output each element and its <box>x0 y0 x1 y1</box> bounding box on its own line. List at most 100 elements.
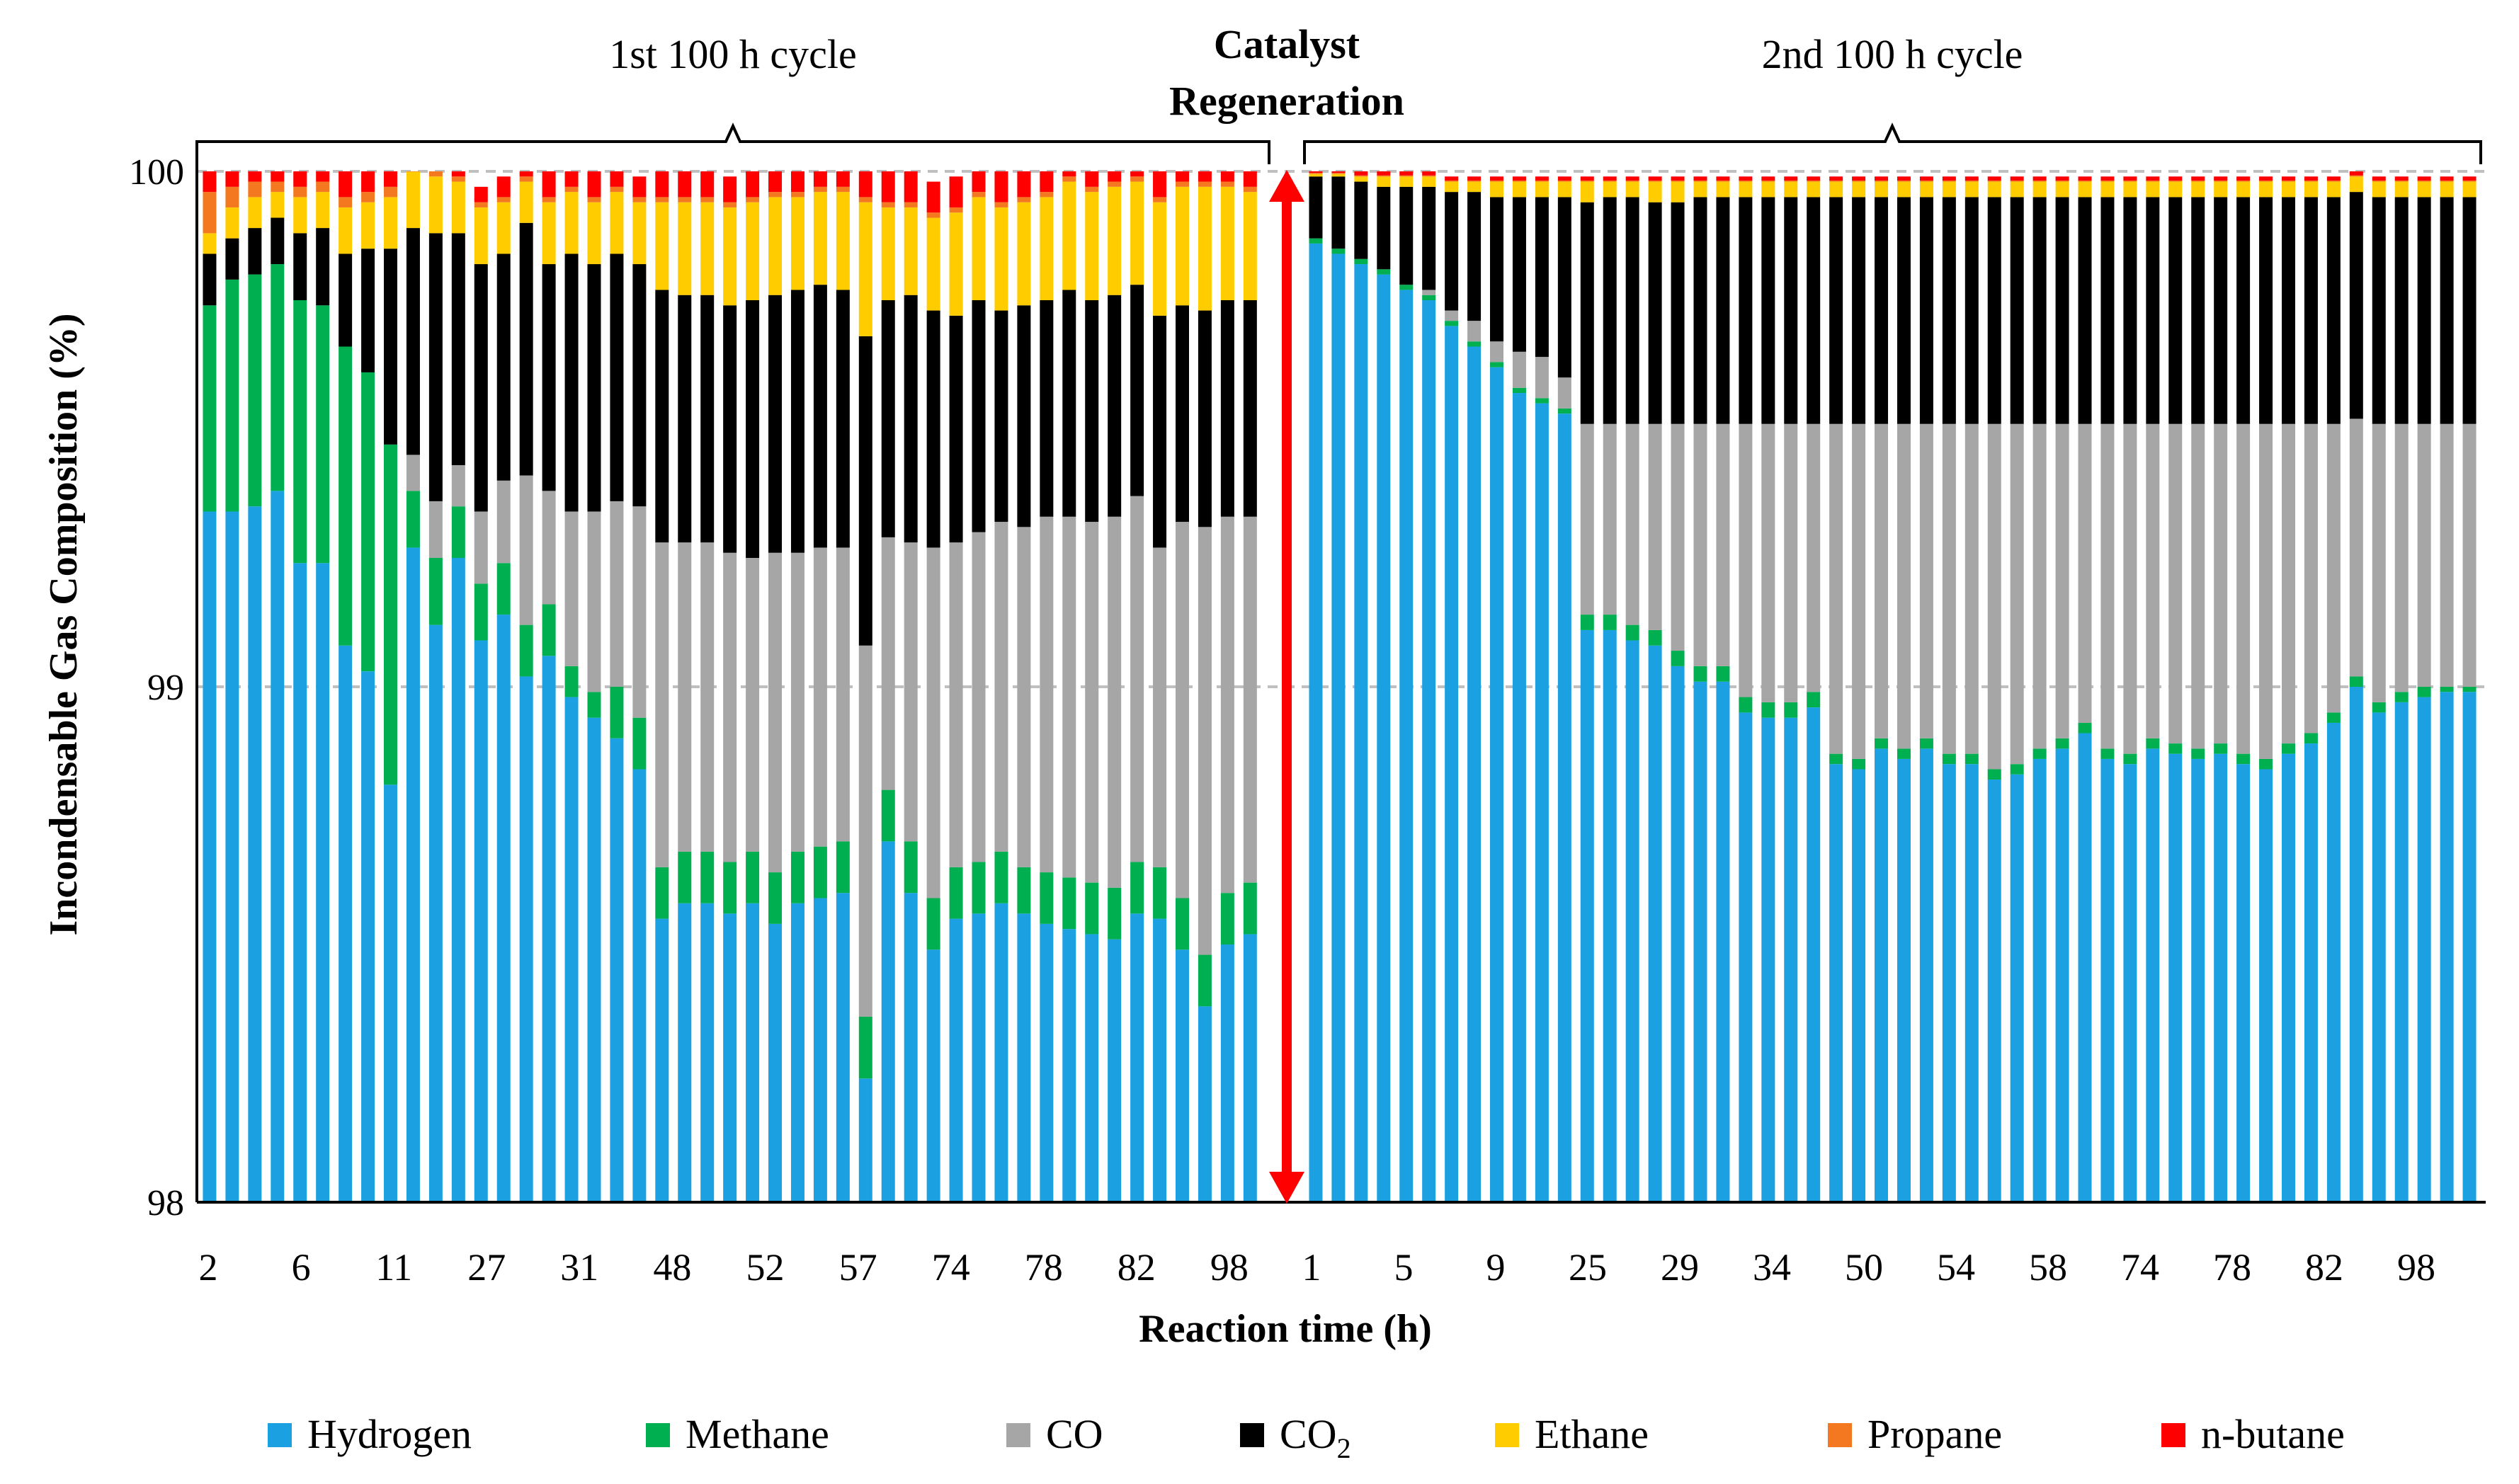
cycle2-bar-42 <box>2236 176 2251 1202</box>
cycle2-co-segment <box>2078 423 2092 723</box>
cycle2-bar-7 <box>1445 176 1459 1202</box>
cycle1-methane-segment <box>836 841 850 894</box>
x-tick-label: 1 <box>1302 1246 1321 1289</box>
cycle1-methane-segment <box>428 558 443 625</box>
cycle1-propane-segment <box>1198 181 1212 187</box>
y-tick-label: 100 <box>129 152 184 193</box>
cycle1-hydrogen-segment <box>428 624 443 1202</box>
x-tick-label: 52 <box>746 1246 785 1289</box>
cycle2-co2-segment <box>2349 192 2363 419</box>
cycle2-nbutane-segment <box>1671 176 1685 181</box>
cycle2-co-segment <box>2146 423 2160 738</box>
cycle1-methane-segment <box>1130 862 1144 914</box>
x-tick-label: 48 <box>653 1246 691 1289</box>
cycle1-co-segment <box>949 542 963 867</box>
cycle1-propane-segment <box>655 197 669 202</box>
cycle1-propane-segment <box>949 207 963 213</box>
cycle1-propane-segment <box>428 171 443 177</box>
cycle1-nbutane-segment <box>203 171 217 193</box>
cycle2-nbutane-segment <box>1490 176 1504 181</box>
cycle2-co2-segment <box>1399 186 1414 285</box>
cycle1-nbutane-segment <box>225 171 239 187</box>
cycle1-methane-segment <box>790 851 804 903</box>
cycle1-co-segment <box>723 552 737 862</box>
cycle2-ethane-segment <box>1490 181 1504 198</box>
cycle2-co2-segment <box>2417 197 2431 424</box>
cycle2-nbutane-segment <box>2326 176 2341 181</box>
cycle1-co2-segment <box>994 310 1008 523</box>
cycle1-hydrogen-segment <box>904 893 918 1202</box>
cycle1-methane-segment <box>474 583 488 641</box>
cycle2-hydrogen-segment <box>2123 764 2137 1202</box>
cycle2-co2-segment <box>2259 197 2273 424</box>
cycle2-bar-14 <box>1603 176 1617 1202</box>
cycle2-hydrogen-segment <box>1445 326 1459 1202</box>
cycle1-bar-16 <box>542 171 556 1202</box>
x-tick-label: 82 <box>1118 1246 1156 1289</box>
cycle1-bar-1 <box>203 171 217 1202</box>
cycle2-ethane-segment <box>2146 181 2160 198</box>
cycle1-co2-segment <box>1108 295 1122 517</box>
cycle2-methane-segment <box>2326 712 2341 723</box>
cycle2-methane-segment <box>1354 258 1368 265</box>
cycle1-hydrogen-segment <box>1108 939 1122 1202</box>
cycle2-nbutane-segment <box>2440 176 2454 181</box>
cycle1-co2-segment <box>1130 285 1144 496</box>
cycle1-co-segment <box>1220 516 1234 894</box>
cycle1-nbutane-segment <box>1040 171 1054 193</box>
cycle2-co2-segment <box>2394 197 2409 424</box>
cycle1-bar-23 <box>700 171 715 1202</box>
cycle1-bar-42 <box>1130 171 1144 1202</box>
cycle1-bar-9 <box>384 171 398 1202</box>
cycle2-co-segment <box>1897 423 1911 749</box>
cycle1-ethane-segment <box>813 192 827 285</box>
cycle2-co-segment <box>1490 341 1504 363</box>
cycle2-nbutane-segment <box>1535 176 1549 181</box>
cycle1-methane-segment <box>1040 872 1054 924</box>
cycle1-propane-segment <box>746 197 760 202</box>
cycle2-hydrogen-segment <box>2281 753 2295 1202</box>
cycle2-methane-segment <box>1964 753 1979 765</box>
cycle2-nbutane-segment <box>2259 176 2273 181</box>
cycle1-co2-segment <box>428 233 443 501</box>
y-tick-label: 99 <box>147 668 184 708</box>
cycle2-nbutane-segment <box>2146 176 2160 181</box>
cycle2-nbutane-segment <box>1761 176 1775 181</box>
cycle2-hydrogen-segment <box>2191 758 2205 1202</box>
cycle2-bar-51 <box>2440 176 2454 1202</box>
cycle1-methane-segment <box>813 846 827 898</box>
legend-swatch <box>1006 1423 1030 1447</box>
cycle1-nbutane-segment <box>384 171 398 187</box>
cycle1-bar-44 <box>1175 171 1189 1202</box>
cycle1-ethane-segment <box>451 181 465 234</box>
cycle1-propane-segment <box>406 171 420 172</box>
cycle2-nbutane-segment <box>1987 176 2001 181</box>
x-tick-label: 9 <box>1486 1246 1506 1289</box>
cycle2-ethane-segment <box>1625 181 1639 198</box>
cycle1-ethane-segment <box>926 217 940 311</box>
cycle2-nbutane-segment <box>2349 171 2363 176</box>
cycle2-ethane-segment <box>1716 181 1730 198</box>
cycle2-bar-38 <box>2146 176 2160 1202</box>
cycle1-ethane-segment <box>271 192 285 218</box>
cycle1-propane-segment <box>203 192 217 234</box>
cycle2-nbutane-segment <box>1875 176 1889 181</box>
cycle1-propane-segment <box>678 197 692 202</box>
cycle2-bar-3 <box>1354 171 1368 1202</box>
cycle1-bar-8 <box>361 171 375 1202</box>
cycle1-ethane-segment <box>768 197 783 295</box>
cycle2-hydrogen-segment <box>2146 748 2160 1202</box>
cycle1-co-segment <box>1017 527 1031 867</box>
x-tick-label: 5 <box>1394 1246 1414 1289</box>
cycle1-propane-segment <box>474 202 488 207</box>
cycle2-co2-segment <box>1422 186 1436 290</box>
cycle1-methane-segment <box>293 300 307 564</box>
cycle1-bar-36 <box>994 171 1008 1202</box>
cycle1-propane-segment <box>904 202 918 207</box>
cycle1-nbutane-segment <box>519 171 533 177</box>
cycle2-methane-segment <box>2123 753 2137 765</box>
cycle2-co-segment <box>1919 423 1933 738</box>
cycle2-co2-segment <box>1467 192 1482 321</box>
cycle2-hydrogen-segment <box>2440 692 2454 1202</box>
cycle2-methane-segment <box>1807 692 1821 708</box>
